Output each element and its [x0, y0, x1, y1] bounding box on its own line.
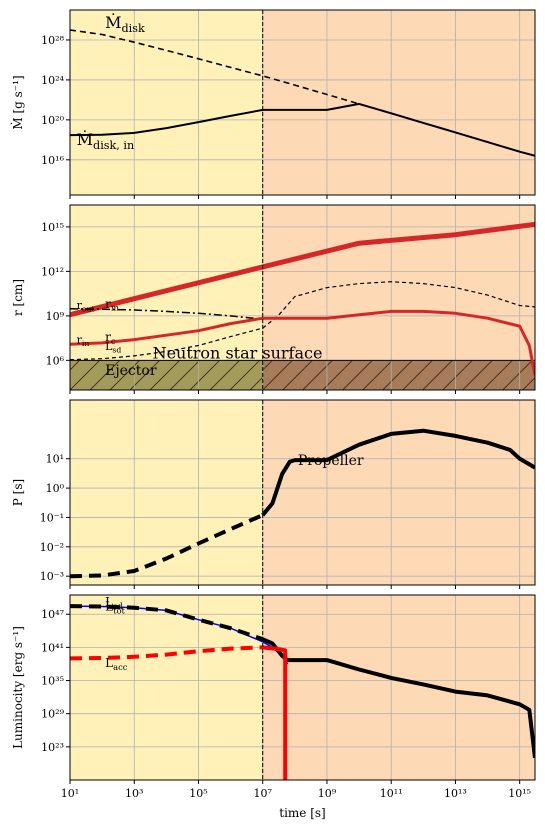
y-tick-label: 10⁰	[46, 482, 65, 495]
region-2	[262, 400, 535, 585]
y-tick-label: 10⁻²	[40, 541, 64, 554]
annotation-2: rm	[105, 297, 119, 313]
x-tick-label: 10¹³	[444, 787, 467, 800]
y-tick-label: 10²⁸	[41, 34, 64, 47]
y-tick-label: 10¹	[46, 453, 64, 466]
annotation-1: Lsd	[105, 595, 123, 611]
annotation-7: Lsd	[105, 340, 121, 355]
series-rout	[70, 221, 535, 318]
series-rm	[70, 308, 263, 320]
series-Ltot	[70, 604, 264, 642]
annotation-2: Ltot	[105, 599, 125, 615]
y-tick-label: 10⁻¹	[40, 511, 64, 524]
y-tick-label: 10³⁵	[41, 675, 64, 688]
annotation-1: Ṁdisk	[105, 12, 145, 35]
series-Ltot-after	[261, 637, 535, 759]
y-tick-label: 10⁴⁷	[41, 608, 64, 621]
panel-4: 10²³ 10²⁹ 10³⁵ 10⁴¹ 10⁴⁷ 10¹ 10³ 10⁵ 10⁷ 10⁹ 10¹¹ 1…	[11, 594, 536, 820]
annotation-3: rin	[77, 333, 90, 348]
band-1	[70, 360, 263, 390]
panel-2: 10⁶ 10⁹ 10¹² 10¹⁵ r [cm] rout rm rin rc Neutron s…	[11, 204, 536, 394]
y-axis-label: P [s]	[11, 479, 25, 506]
series-rc	[70, 281, 535, 361]
series-Lacc	[70, 645, 263, 661]
region-1	[70, 10, 263, 195]
annotation-2: Ṁdisk, in	[77, 129, 135, 152]
y-tick-label: 10¹²	[41, 265, 64, 278]
y-tick-label: 10¹⁶	[41, 154, 64, 167]
y-tick-label: 10²⁹	[41, 708, 64, 721]
axes-frame	[69, 204, 536, 391]
y-tick-label: 10²⁰	[41, 114, 64, 127]
x-tick-label: 10³	[125, 787, 143, 800]
x-tick-label: 10⁹	[318, 787, 337, 800]
axes-frame	[69, 399, 536, 586]
series-Ṁdisk,in	[70, 102, 535, 157]
x-tick-label: 10¹	[61, 787, 79, 800]
series-P-propeller	[261, 428, 535, 517]
region-1	[70, 595, 263, 780]
y-tick-label: 10¹⁵	[41, 221, 64, 234]
axes-frame	[69, 594, 536, 781]
annotation-6: Ejector	[105, 363, 157, 379]
region-1	[70, 400, 263, 585]
axes-frame	[69, 9, 536, 196]
series-rin	[70, 309, 535, 376]
series-Lacc-after	[262, 645, 288, 780]
y-tick-label: 10⁹	[46, 310, 65, 323]
region-2	[262, 205, 535, 390]
x-axis-label: time [s]	[279, 806, 325, 820]
annotation-3: Lacc	[105, 656, 128, 672]
annotation-5: Neutron star surface	[153, 344, 323, 363]
region-1	[70, 205, 263, 390]
y-axis-label: Luminocity [erg s⁻¹]	[11, 626, 25, 749]
region-2	[262, 10, 535, 195]
y-tick-label: 10²³	[41, 741, 64, 754]
y-axis-label: r [cm]	[11, 279, 25, 316]
x-tick-label: 10¹⁵	[508, 787, 531, 800]
series-P-ejector	[70, 513, 264, 579]
y-tick-label: 10⁴¹	[41, 641, 64, 654]
band-hatch-2	[262, 360, 535, 391]
band-hatch-1	[70, 360, 263, 391]
band-2	[262, 360, 535, 390]
x-tick-label: 10⁵	[189, 787, 207, 800]
y-tick-label: 10²⁴	[41, 74, 64, 87]
panel-3: 10⁻³ 10⁻² 10⁻¹ 10⁰ 10¹ P [s] Propeller	[11, 399, 536, 589]
annotation-1: rout	[77, 299, 96, 314]
y-axis-label: Ṁ [g s⁻¹]	[10, 75, 25, 129]
panel-1: 10¹⁶ 10²⁰ 10²⁴ 10²⁸ Ṁ [g s⁻¹] Ṁdisk Ṁdisk, in	[10, 9, 536, 199]
y-tick-label: 10⁶	[46, 354, 65, 367]
x-tick-label: 10¹¹	[380, 787, 403, 800]
x-tick-label: 10⁷	[254, 787, 273, 800]
region-2	[262, 595, 535, 780]
y-tick-label: 10⁻³	[40, 570, 64, 583]
annotation-4: rc	[105, 330, 116, 346]
annotation-1: Propeller	[298, 453, 364, 469]
